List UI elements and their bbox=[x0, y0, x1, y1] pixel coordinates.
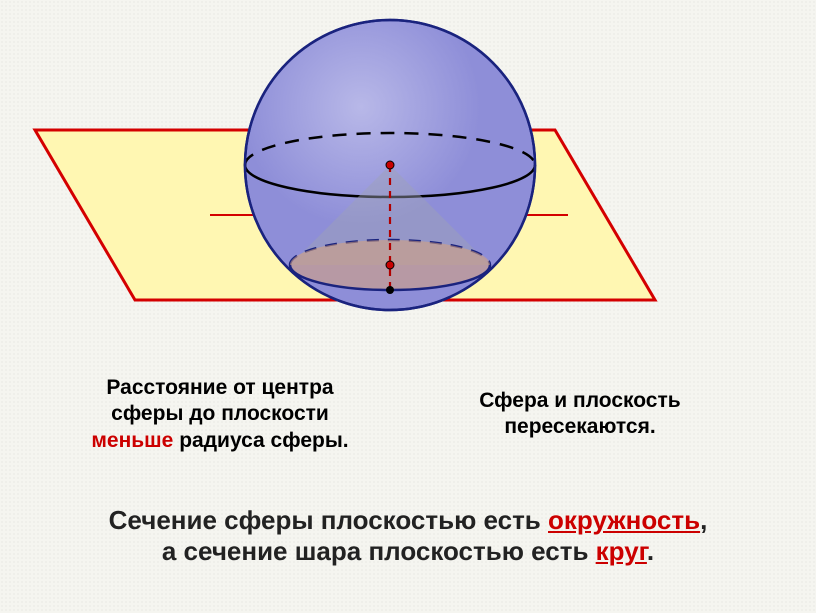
footer-statement: Сечение сферы плоскостью есть окружность… bbox=[0, 505, 816, 567]
footer-accent-disk: круг bbox=[596, 536, 647, 566]
caption-text: пересекаются. bbox=[504, 415, 655, 438]
caption-intersect: Сфера и плоскость пересекаются. bbox=[420, 388, 740, 441]
stage: Расстояние от центра сферы до плоскости … bbox=[0, 0, 816, 613]
footer-text: . bbox=[647, 536, 654, 566]
point-bottom bbox=[386, 286, 394, 294]
footer-text: а сечение шара плоскостью есть bbox=[162, 536, 596, 566]
caption-text: сферы до плоскости bbox=[111, 402, 329, 425]
caption-text: Сфера и плоскость bbox=[479, 389, 680, 412]
caption-distance: Расстояние от центра сферы до плоскости … bbox=[70, 375, 370, 454]
caption-text: Расстояние от центра bbox=[106, 376, 333, 399]
footer-text: , bbox=[700, 505, 707, 535]
caption-accent: меньше bbox=[91, 429, 173, 452]
footer-text: Сечение сферы плоскостью есть bbox=[109, 505, 548, 535]
point-center-sphere bbox=[386, 161, 394, 169]
footer-accent-circle: окружность bbox=[548, 505, 700, 535]
caption-text: радиуса сферы. bbox=[173, 429, 348, 452]
sphere-plane-diagram bbox=[0, 0, 816, 400]
diagram-container bbox=[0, 0, 816, 405]
point-center-section bbox=[386, 261, 394, 269]
